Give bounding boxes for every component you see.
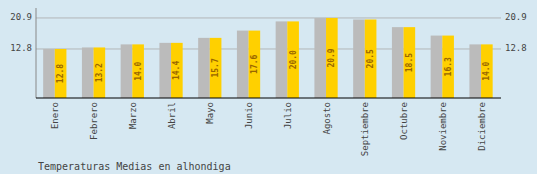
y-axis-line <box>36 8 37 98</box>
bar-shadow <box>469 44 481 98</box>
background <box>0 0 537 174</box>
bar <box>404 27 416 98</box>
x-tick-label: Octubre <box>399 102 409 140</box>
bar-shadow <box>237 31 249 98</box>
bar-shadow <box>43 49 55 98</box>
data-label: 18.5 <box>405 53 414 72</box>
y-tick-label: 20.9 <box>10 12 32 22</box>
bar <box>55 49 67 98</box>
bar-shadow <box>276 21 288 98</box>
bar <box>481 44 493 98</box>
data-label: 14.0 <box>134 61 143 80</box>
bar-shadow <box>121 44 133 98</box>
title: Temperaturas Medias en alhondiga <box>38 161 231 172</box>
y2-tick-label: 12.8 <box>505 43 527 53</box>
x-tick-label: Agosto <box>322 102 332 135</box>
grid-line <box>36 17 501 18</box>
bar-shadow <box>198 38 210 98</box>
x-tick-label: Noviembre <box>438 102 448 151</box>
x-tick-label: Abril <box>167 102 177 129</box>
bar-shadow <box>431 36 443 98</box>
bar <box>326 18 338 98</box>
bar <box>210 38 222 98</box>
x-tick-label: Febrero <box>89 102 99 140</box>
bar <box>287 21 299 98</box>
x-tick-label: Marzo <box>128 102 138 129</box>
x-tick-label: Julio <box>283 102 293 129</box>
x-tick-label: Mayo <box>205 102 215 124</box>
data-label: 16.3 <box>444 57 453 76</box>
bar-shadow <box>353 19 365 98</box>
chart: 12.8 12.8 20.9 20.9 12.8 13.2 14.0 14.4 15.7 17.6… <box>0 0 537 174</box>
data-label: 12.8 <box>56 64 65 83</box>
bar-shadow <box>82 47 94 98</box>
data-label: 20.0 <box>289 50 298 69</box>
x-tick-label: Enero <box>50 102 60 129</box>
baseline <box>36 98 501 99</box>
bar <box>171 43 183 98</box>
x-tick-label: Septiembre <box>360 102 370 156</box>
bar-shadow <box>392 27 404 98</box>
data-label: 15.7 <box>211 58 220 77</box>
bar <box>132 44 144 98</box>
bar <box>94 47 106 98</box>
data-label: 20.9 <box>327 48 336 67</box>
bar-shadow <box>314 18 326 98</box>
y2-tick-label: 20.9 <box>505 12 527 22</box>
data-label: 14.4 <box>172 61 181 80</box>
x-tick-label: Diciembre <box>477 102 487 151</box>
data-label: 13.2 <box>95 63 104 82</box>
data-label: 17.6 <box>250 54 259 73</box>
bar <box>365 19 377 98</box>
x-tick-label: Junio <box>244 102 254 129</box>
data-label: 20.5 <box>366 49 375 68</box>
data-label: 14.0 <box>482 61 491 80</box>
bar-shadow <box>159 43 171 98</box>
bar <box>442 36 454 98</box>
y-tick-label: 12.8 <box>10 43 32 53</box>
bar <box>249 31 261 98</box>
